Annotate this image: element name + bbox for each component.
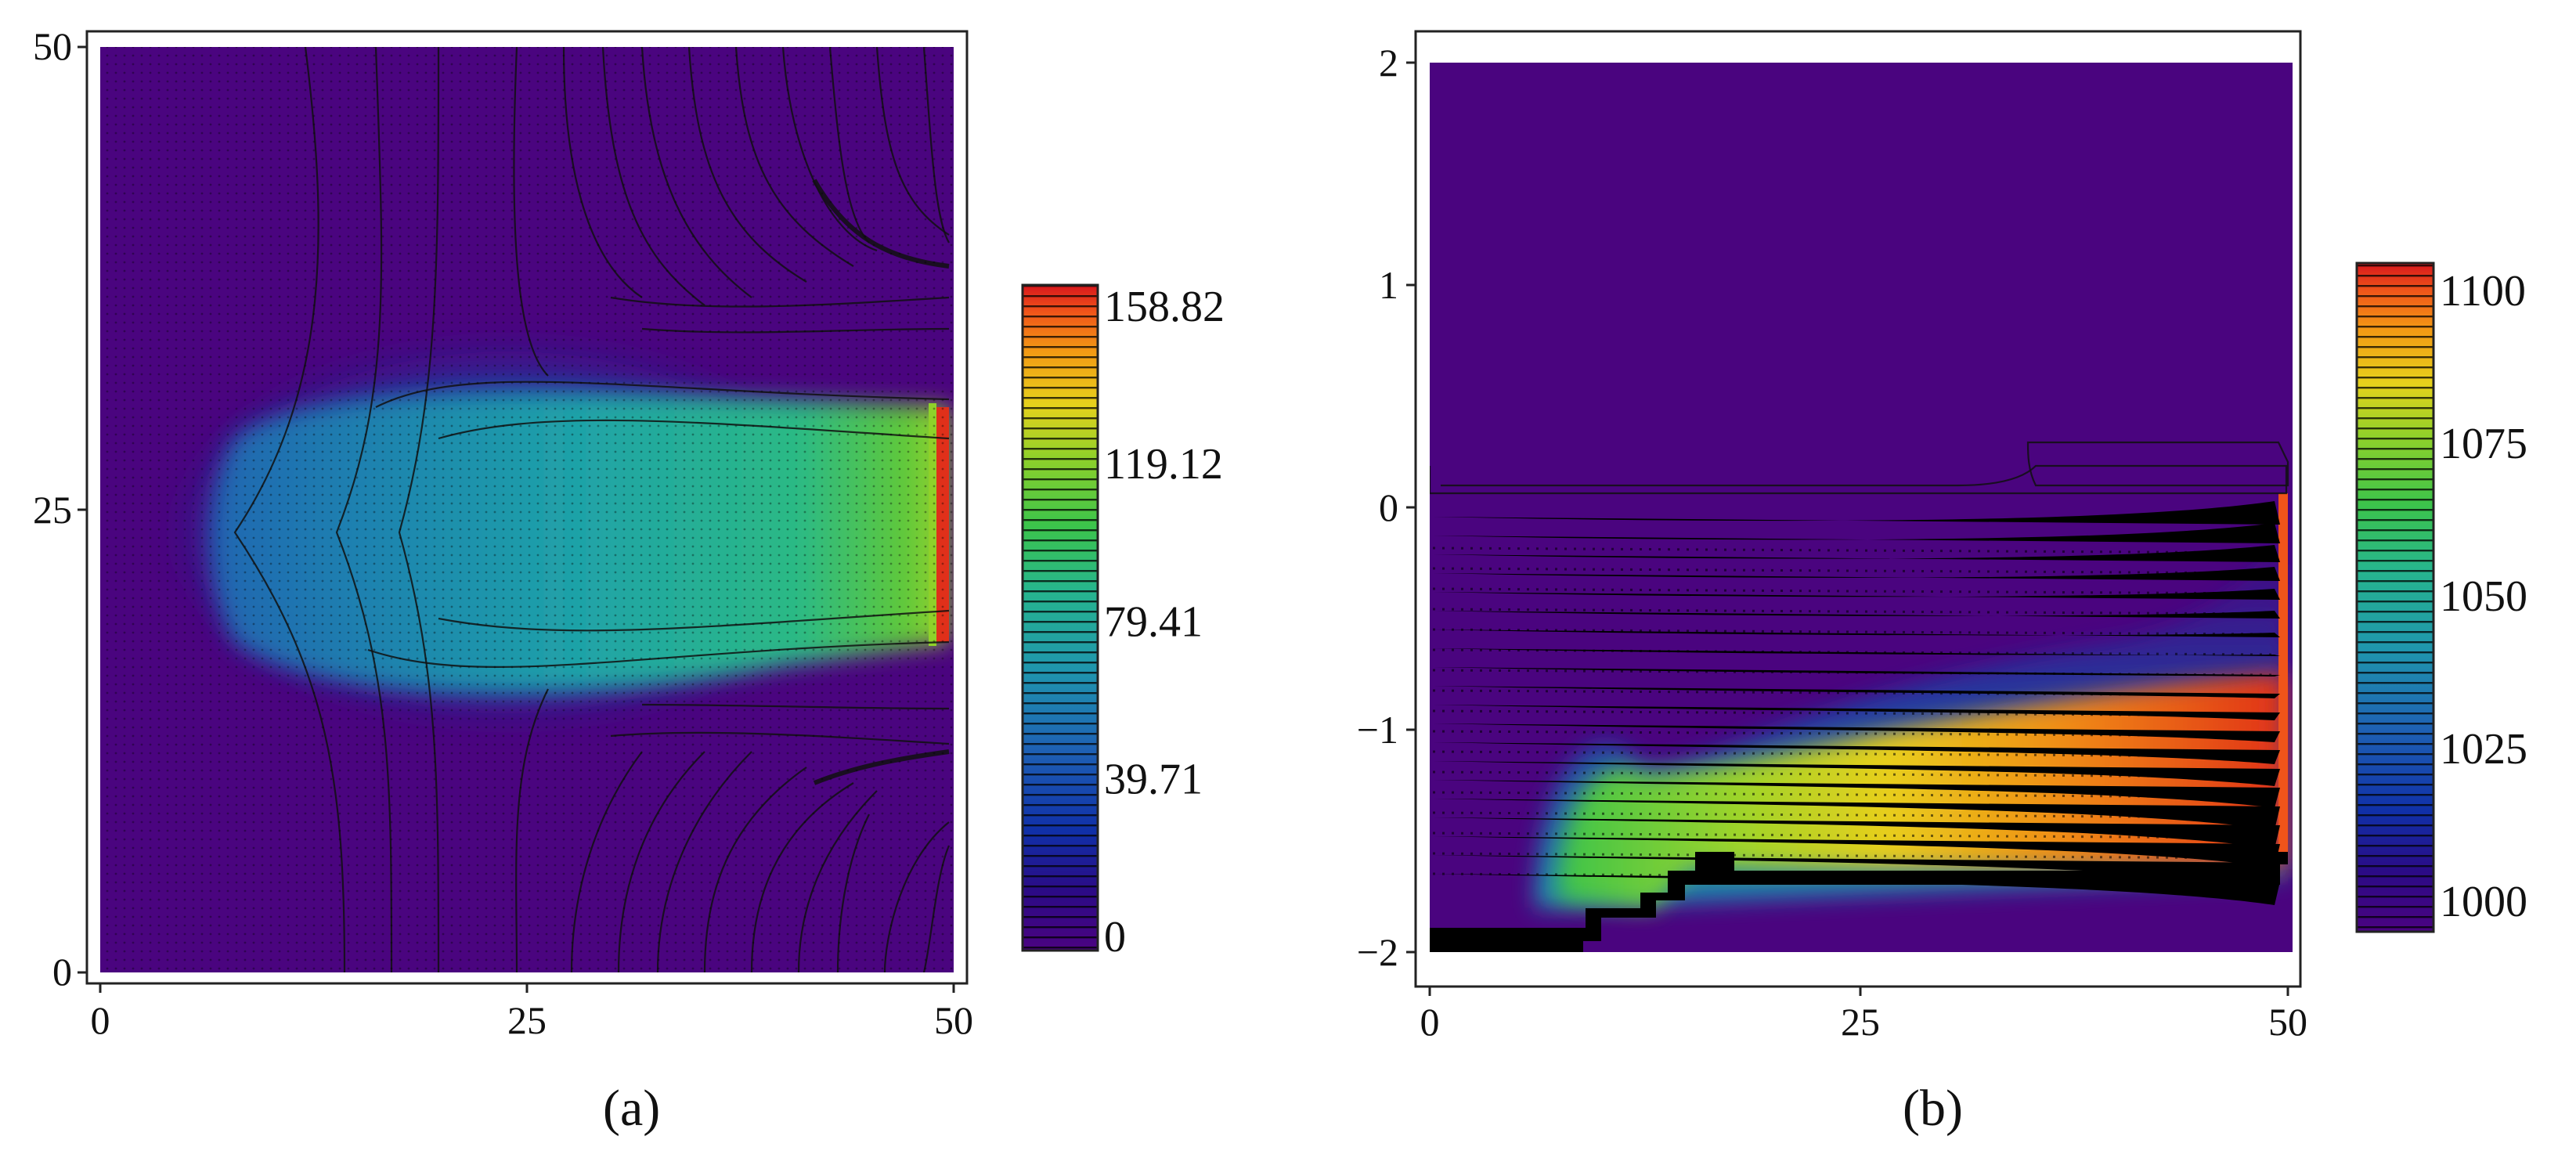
contour-line [1433,761,2280,786]
vector-field-a [100,47,954,972]
y-tick-label: 0 [52,950,72,994]
inlet-jet-b [2278,493,2288,853]
panel-a: 0 25 50 0 25 50 158.82 119.12 79.41 39.71 0 … [0,0,1284,1158]
contour-line [1433,589,2280,600]
panel-label-b: (b) [1903,1080,1963,1137]
x-axis-a [99,983,955,993]
x-tick-label: 0 [1420,1000,1440,1044]
colorbar-tick-label: 158.82 [1104,283,1225,331]
contour-line [1433,836,2280,868]
contour-line [1433,874,2280,905]
contour-line [1433,545,2280,562]
colorbar-tick-label: 119.12 [1104,440,1223,489]
contour-line [1433,630,2280,637]
contour-line [1433,855,2280,886]
y-tick-label: −1 [1357,708,1398,752]
colorbar-tick-label: 79.41 [1104,598,1203,647]
colorbar-tick-label: 1100 [2440,267,2526,316]
y-axis-b [1406,61,1416,954]
chart-a: 0 25 50 0 25 50 158.82 119.12 79.41 39.71 0 [33,24,1225,1042]
contour-line [1433,817,2280,849]
contour-line [1433,523,2280,543]
colorbar-tick-label: 1025 [2440,725,2527,774]
contour-lines-b [1430,441,2289,495]
y-tick-label: 1 [1379,263,1398,307]
contour-line [1433,742,2280,764]
y-tick-label: −2 [1357,930,1398,974]
colorbar-a [1021,283,1099,952]
contour-line [1433,611,2280,619]
contour-line [1433,723,2280,742]
contour-line [1433,799,2280,830]
x-tick-label: 25 [1841,1000,1880,1044]
chart-b: 0 25 50 2 1 0 −1 −2 1100 1075 1050 1025 1000 [1357,30,2527,1044]
y-tick-label: 25 [33,488,72,532]
x-tick-label: 50 [2268,1000,2307,1044]
colorbar-tick-label: 1075 [2440,420,2527,468]
contour-line [1433,780,2280,808]
y-tick-label: 2 [1379,41,1398,85]
colorbar-tick-label: 1050 [2440,572,2527,621]
colorbar-tick-label: 1000 [2440,878,2527,926]
x-tick-label: 50 [934,998,973,1042]
panel-label-a: (a) [603,1080,661,1137]
x-tick-label: 25 [507,998,547,1042]
contour-line [1433,501,2280,525]
panel-b: 0 25 50 2 1 0 −1 −2 1100 1075 1050 1025 1000… [1284,0,2576,1158]
contour-lines-b-horizontal [1433,501,2280,905]
y-tick-label: 50 [33,24,72,68]
y-axis-a [78,45,87,974]
y-tick-label: 0 [1379,485,1398,529]
plot-frame-b [1414,30,2302,988]
contour-line [1433,567,2280,581]
x-tick-label: 0 [91,998,110,1042]
colorbar-tick-label: 39.71 [1104,756,1203,804]
colorbar-b [2355,262,2435,933]
x-axis-b [1428,987,2289,996]
colorbar-tick-label: 0 [1104,913,1126,961]
contour-line [1433,705,2280,720]
